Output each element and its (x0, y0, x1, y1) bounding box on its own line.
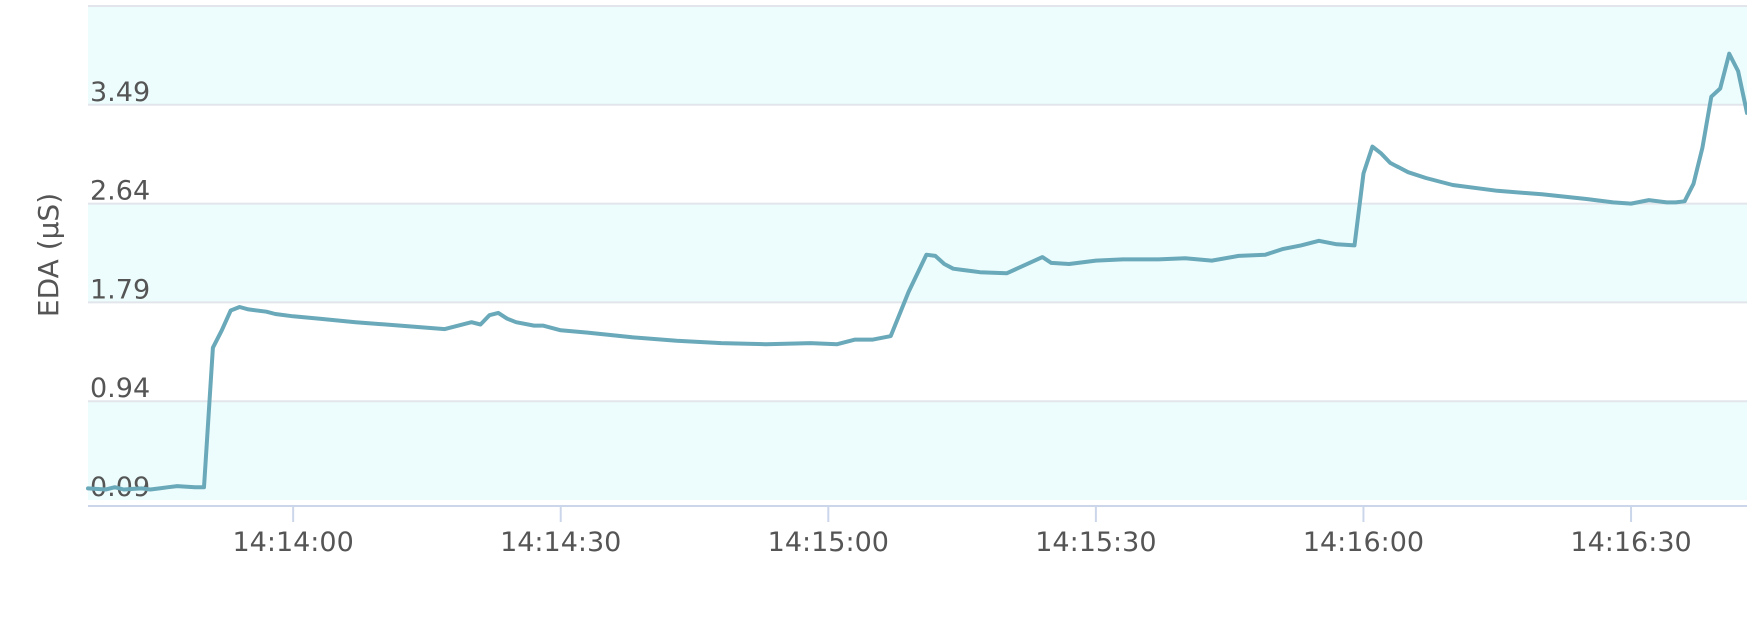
gridlines (88, 5, 1747, 403)
plot-band (88, 401, 1747, 500)
plot-band (88, 104, 1747, 204)
y-tick-label: 3.49 (90, 77, 150, 108)
plot-band (88, 203, 1747, 303)
plot-bands (88, 6, 1747, 500)
x-tick-label: 14:15:30 (1035, 527, 1156, 558)
x-tick-label: 14:16:00 (1303, 527, 1424, 558)
plot-band (88, 302, 1747, 402)
y-tick-label: 1.79 (90, 274, 150, 305)
y-tick-label: 0.94 (90, 373, 150, 404)
y-tick-label: 2.64 (90, 176, 150, 207)
x-tick-label: 14:14:30 (500, 527, 621, 558)
x-tick-label: 14:15:00 (768, 527, 889, 558)
x-tick-label: 14:14:00 (233, 527, 354, 558)
x-tick-label: 14:16:30 (1570, 527, 1691, 558)
y-axis-title: EDA (µS) (32, 193, 65, 317)
plot-band (88, 6, 1747, 105)
series-line (86, 51, 1747, 492)
series-layer (86, 51, 1747, 492)
x-axis-ticks: 14:14:00 14:14:30 14:15:00 14:15:30 14:16:00… (233, 506, 1692, 558)
